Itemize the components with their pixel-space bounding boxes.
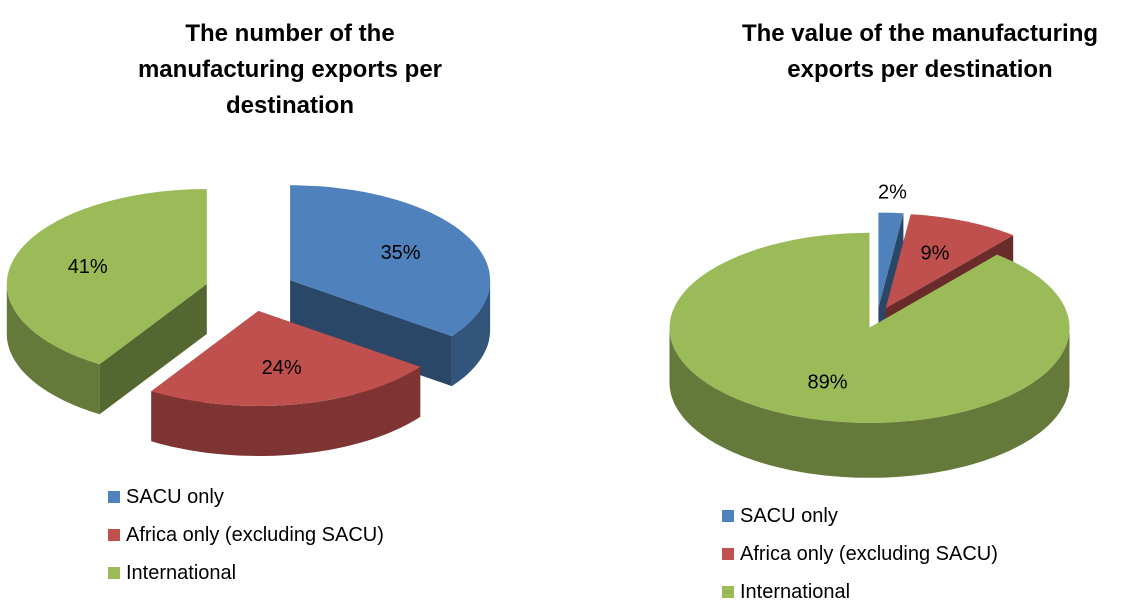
legend-swatch <box>108 491 120 503</box>
legend-label: Africa only (excluding SACU) <box>740 542 998 565</box>
slice <box>878 212 904 308</box>
data-label: 89% <box>808 372 848 394</box>
slice <box>290 185 491 337</box>
slice <box>885 214 1014 309</box>
legend-label: International <box>740 580 851 603</box>
legend-label: SACU only <box>126 485 224 508</box>
legend-swatch <box>722 586 734 598</box>
legend-entry: Africa only (excluding SACU) <box>108 516 384 554</box>
legend: SACU only Africa only (excluding SACU) Int… <box>108 478 384 592</box>
legend-entry: International <box>108 554 384 592</box>
legend-swatch <box>722 510 734 522</box>
slice <box>151 311 421 406</box>
slice <box>6 189 207 365</box>
data-label: 35% <box>381 242 421 264</box>
legend-label: Africa only (excluding SACU) <box>126 523 384 546</box>
slice <box>669 232 1070 423</box>
legend: SACU only Africa only (excluding SACU) Int… <box>722 497 998 611</box>
legend-swatch <box>108 567 120 579</box>
legend-label: SACU only <box>740 504 838 527</box>
legend-swatch <box>108 529 120 541</box>
slice-side <box>6 284 100 415</box>
data-label: 41% <box>68 256 108 278</box>
slice-side <box>669 327 1070 478</box>
legend-entry: International <box>722 573 998 611</box>
legend-entry: SACU only <box>108 478 384 516</box>
slice-side <box>451 280 491 387</box>
chart-title: The number of the manufacturing exports … <box>137 20 443 119</box>
legend-entry: SACU only <box>722 497 998 535</box>
chart-title: The value of the manufacturing exports p… <box>741 20 1099 83</box>
slice-side <box>290 280 452 387</box>
data-label: 24% <box>262 357 302 379</box>
slice-side <box>99 284 207 415</box>
data-label: 2% <box>878 182 907 204</box>
legend-entry: Africa only (excluding SACU) <box>722 535 998 573</box>
data-label: 9% <box>921 243 950 265</box>
slice-side <box>151 366 421 456</box>
legend-swatch <box>722 548 734 560</box>
legend-label: International <box>126 561 237 584</box>
